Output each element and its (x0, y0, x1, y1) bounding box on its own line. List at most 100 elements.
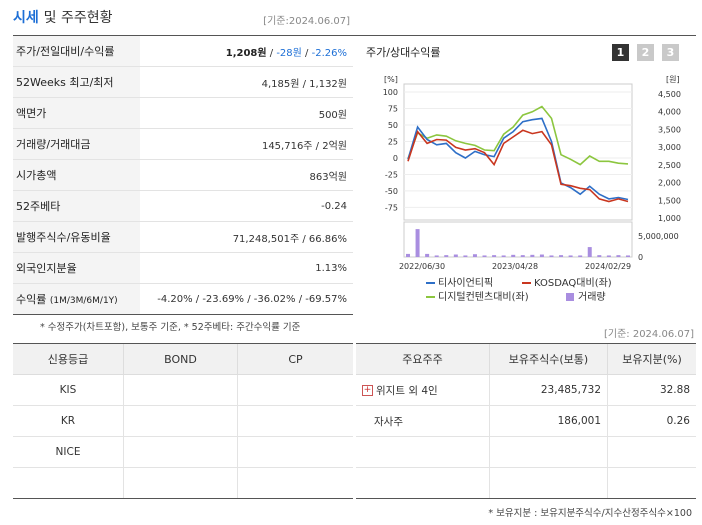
table-header: 주요주주 보유주식수(보통) 보유지분(%) (356, 344, 696, 375)
table-row: KIS (13, 374, 353, 406)
col-header: BOND (123, 344, 238, 375)
row-label: 주가/전일대비/수익률 (13, 36, 140, 67)
table-row: 액면가 500원 (13, 97, 353, 129)
return-value: -4.20% / -23.69% / -36.02% / -69.57% (140, 283, 353, 315)
volume-bar (587, 247, 592, 257)
market-footnote: * 수정주가(차트포함), 보통주 기준, * 52주베타: 주간수익률 기준 (40, 322, 301, 333)
left-tick-label: -25 (385, 170, 398, 179)
right-tick-label: 1,000 (658, 214, 681, 223)
row-label: 발행주식수/유동비율 (13, 221, 140, 253)
col-header: 보유지분(%) (607, 344, 696, 375)
row-label: 액면가 (13, 97, 140, 129)
market-date: [기준:2024.06.07] (263, 16, 350, 27)
volume-bar (568, 255, 573, 257)
table-row: 외국인지분율 1.13% (13, 252, 353, 284)
volume-frame (403, 221, 633, 258)
volume-tick-label: 5,000,000 (638, 232, 679, 241)
row-value: 863억원 (140, 159, 353, 191)
expand-icon[interactable]: + (362, 385, 373, 396)
row-label: 52Weeks 최고/최저 (13, 66, 140, 98)
table-bottom-rule (13, 314, 353, 315)
chart-tab-1[interactable]: 1 (612, 44, 629, 61)
table-row: 자사주 186,001 0.26 (356, 405, 696, 437)
series-line (407, 117, 629, 201)
left-tick-label: 75 (388, 104, 398, 113)
volume-bar (626, 255, 630, 257)
legend-label: 거래량 (578, 291, 606, 303)
legend-label: 디지털컨텐츠대비(좌) (438, 291, 529, 303)
left-tick-label: 100 (383, 88, 398, 97)
right-tick-label: 4,000 (658, 108, 681, 117)
volume-bar (463, 255, 468, 257)
volume-bar (434, 255, 439, 257)
row-value: 145,716주 / 2억원 (140, 128, 353, 160)
credit-table: 신용등급 BOND CP KIS KR NICE (13, 344, 353, 499)
volume-bar (578, 255, 583, 257)
table-row: 시가총액 863억원 (13, 159, 353, 191)
row-value: -0.24 (140, 190, 353, 222)
table-header: 신용등급 BOND CP (13, 344, 353, 375)
left-tick-label: -50 (385, 187, 398, 196)
table-row: 주가/전일대비/수익률 1,208원 / -28원 / -2.26% (13, 36, 353, 67)
left-tick-label: 50 (388, 121, 398, 130)
volume-bar (415, 229, 420, 257)
table-row: 거래량/거래대금 145,716주 / 2억원 (13, 128, 353, 160)
table-row (13, 467, 353, 499)
volume-bar (501, 255, 506, 257)
volume-bar (472, 254, 477, 257)
volume-bar (520, 255, 525, 257)
chart-tab-3[interactable]: 3 (662, 44, 679, 61)
right-tick-label: 3,000 (658, 143, 681, 152)
left-tick-label: -75 (385, 203, 398, 212)
credit-top-rule (13, 343, 353, 344)
volume-bar (444, 255, 449, 257)
market-table: 주가/전일대비/수익률 1,208원 / -28원 / -2.26% 52Wee… (13, 36, 353, 315)
right-tick-label: 4,500 (658, 90, 681, 99)
row-label: 거래량/거래대금 (13, 128, 140, 160)
col-header: 주요주주 (356, 344, 490, 375)
series-line (407, 105, 629, 166)
row-label: 외국인지분율 (13, 252, 140, 284)
right-tick-label: 2,000 (658, 179, 681, 188)
shareholder-name: 자사주 (356, 405, 490, 437)
volume-bar (597, 255, 602, 257)
series-line (407, 129, 629, 203)
table-row: 발행주식수/유동비율 71,248,501주 / 66.86% (13, 221, 353, 253)
chart-tab-2[interactable]: 2 (637, 44, 654, 61)
left-unit: [%] (384, 75, 398, 84)
shareholder-table: 주요주주 보유주식수(보통) 보유지분(%) + 위지트 외 4인 23,485,… (356, 344, 696, 499)
volume-bar (453, 254, 458, 257)
table-row: 52주베타 -0.24 (13, 190, 353, 222)
volume-bar (539, 254, 544, 257)
left-tick-label: 25 (388, 137, 398, 146)
page-title: 시세 및 주주현황 (13, 7, 113, 27)
col-header: 보유주식수(보통) (489, 344, 608, 375)
volume-bar (511, 254, 516, 257)
shareholder-top-rule (356, 343, 696, 344)
x-tick-label: 2024/02/29 (585, 262, 631, 271)
table-row: 52Weeks 최고/최저 4,185원 / 1,132원 (13, 66, 353, 98)
table-row (356, 436, 696, 468)
legend-label: KOSDAQ대비(좌) (534, 277, 612, 289)
plot-frame (403, 83, 633, 221)
col-header: CP (237, 344, 353, 375)
table-row: + 위지트 외 4인 23,485,732 32.88 (356, 374, 696, 406)
row-label: 52주베타 (13, 190, 140, 222)
volume-bar (616, 255, 621, 257)
volume-bar (482, 255, 487, 257)
volume-bar (530, 254, 535, 257)
volume-bar (549, 255, 554, 257)
table-row: NICE (13, 436, 353, 468)
row-value: 71,248,501주 / 66.86% (140, 221, 353, 253)
col-header: 신용등급 (13, 344, 124, 375)
title-highlight: 시세 (13, 10, 39, 26)
table-row: 수익률 (1M/3M/6M/1Y) -4.20% / -23.69% / -36… (13, 283, 353, 315)
table-row (356, 467, 696, 499)
right-unit: [원] (666, 75, 680, 84)
price-chart: 100 75 50 25 0 -25 -50 -75 4,500 4,000 3,500 3,000 2… (383, 75, 681, 303)
shareholder-name: + 위지트 외 4인 (356, 374, 490, 406)
legend-swatch (566, 293, 574, 301)
header-divider (13, 35, 696, 36)
row-label: 시가총액 (13, 159, 140, 191)
left-tick-label: 0 (393, 154, 398, 163)
